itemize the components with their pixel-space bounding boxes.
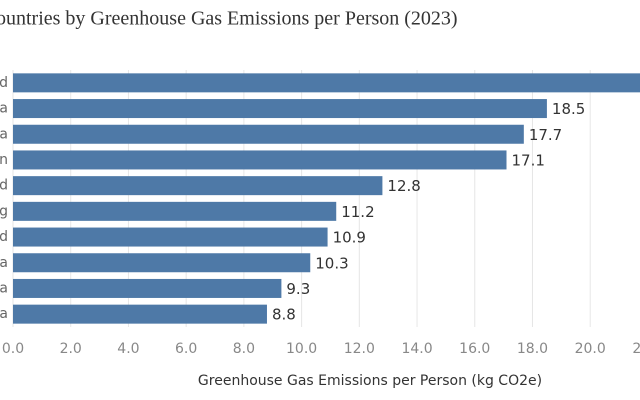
bar [13, 124, 524, 144]
y-tick-label: g [0, 203, 8, 219]
bar [13, 176, 383, 196]
x-tick-label: 20.0 [575, 341, 606, 357]
x-tick-label: 2.0 [60, 341, 82, 357]
x-tick-label: 22.0 [632, 341, 640, 357]
bar [13, 304, 267, 324]
value-label: 17.7 [529, 126, 562, 144]
x-tick-label: 0.0 [2, 341, 24, 357]
x-axis-title: Greenhouse Gas Emissions per Person (kg … [198, 373, 542, 389]
x-tick-label: 4.0 [117, 341, 139, 357]
y-tick-label: d [0, 178, 8, 194]
bar [13, 150, 507, 170]
bar [13, 278, 282, 298]
bar [13, 253, 311, 273]
value-label: 9.3 [286, 280, 310, 298]
y-tick-label: a [0, 126, 8, 142]
bar [13, 201, 337, 221]
y-tick-label: d [0, 229, 8, 245]
value-label: 8.8 [272, 306, 296, 324]
chart-title: ountries by Greenhouse Gas Emissions per… [0, 8, 458, 30]
value-label: 17.1 [512, 151, 545, 169]
x-tick-label: 12.0 [344, 341, 375, 357]
bar [13, 227, 328, 247]
value-label: 10.3 [315, 254, 348, 272]
y-tick-label: a [0, 255, 8, 271]
x-tick-label: 16.0 [459, 341, 490, 357]
y-tick-label: d [0, 75, 8, 91]
x-tick-label: 10.0 [286, 341, 317, 357]
x-tick-label: 6.0 [175, 341, 197, 357]
bar [13, 73, 640, 93]
value-label: 18.5 [552, 100, 585, 118]
x-tick-label: 8.0 [233, 341, 255, 357]
value-label: 12.8 [387, 177, 420, 195]
x-tick-label: 14.0 [401, 341, 432, 357]
x-tick-label: 18.0 [517, 341, 548, 357]
y-tick-label: n [0, 152, 8, 168]
y-tick-label: a [0, 306, 8, 322]
bar [13, 99, 547, 119]
y-tick-label: a [0, 280, 8, 296]
value-label: 10.9 [333, 229, 366, 247]
value-label: 11.2 [341, 203, 374, 221]
y-tick-label: a [0, 101, 8, 117]
